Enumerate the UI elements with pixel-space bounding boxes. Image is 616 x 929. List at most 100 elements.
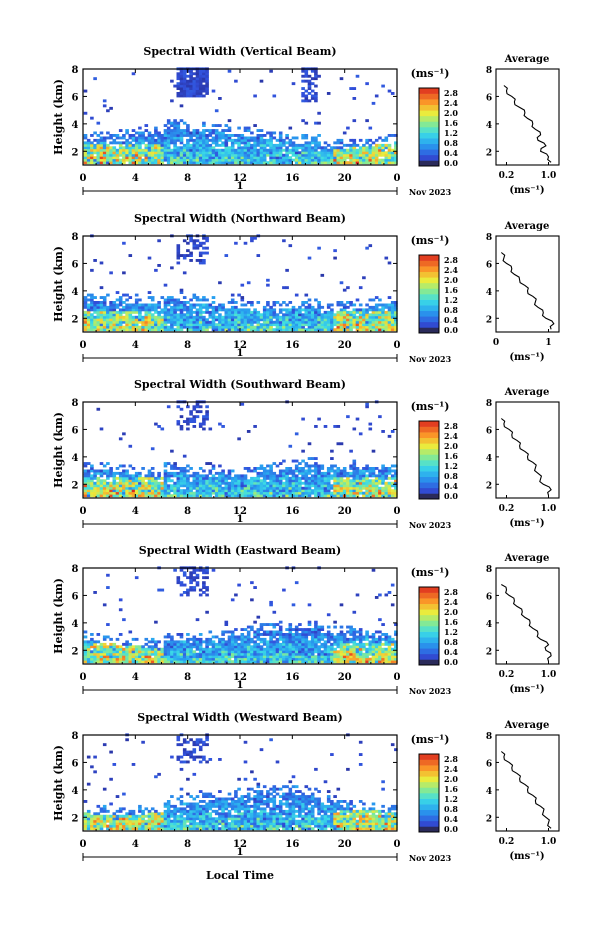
heatmap-cell: [144, 657, 149, 661]
heatmap-cell: [307, 303, 312, 307]
heatmap-cell: [182, 454, 187, 458]
heatmap-cell: [166, 647, 171, 651]
heatmap-cell: [221, 642, 225, 646]
heatmap-cell: [381, 633, 385, 636]
heatmap-cell: [182, 420, 187, 423]
heatmap-cell: [192, 129, 197, 132]
heatmap-cell: [269, 143, 273, 147]
heatmap-cell: [186, 481, 190, 485]
heatmap-cell: [259, 479, 264, 483]
heatmap-cell: [266, 484, 270, 488]
heatmap-cell: [118, 479, 123, 483]
heatmap-cell: [122, 271, 126, 275]
heatmap-cell: [250, 158, 254, 162]
heatmap-cell: [202, 296, 206, 299]
heatmap-cell: [147, 325, 152, 329]
heatmap-cell: [186, 143, 190, 147]
heatmap-cell: [221, 308, 225, 312]
heatmap-cell: [314, 471, 318, 475]
heatmap-cell: [246, 640, 251, 644]
heatmap-cell: [266, 303, 270, 307]
heatmap-cell: [387, 642, 392, 646]
heatmap-cell: [112, 325, 117, 329]
heatmap-cell: [154, 476, 158, 480]
heatmap-cell: [301, 320, 305, 324]
y-axis-label: Height (km): [52, 412, 65, 488]
heatmap-cell: [163, 315, 168, 319]
heatmap-cell: [144, 328, 149, 332]
heatmap-cell: [294, 660, 299, 664]
heatmap-cell: [256, 161, 261, 165]
heatmap-cell: [253, 491, 257, 495]
heatmap-cell: [83, 89, 88, 93]
heatmap-cell: [365, 161, 369, 165]
heatmap-cell: [227, 660, 232, 664]
heatmap-cell: [118, 657, 123, 661]
heatmap-cell: [163, 462, 168, 465]
heatmap-cell: [176, 422, 181, 426]
heatmap-cell: [262, 320, 267, 324]
heatmap-cell: [86, 323, 91, 327]
heatmap-cell: [253, 635, 257, 639]
heatmap-cell: [269, 131, 273, 135]
heatmap-cell: [384, 323, 389, 327]
heatmap-cell: [189, 313, 193, 317]
heatmap-cell: [390, 489, 395, 493]
heatmap-cell: [259, 625, 264, 629]
heatmap-cell: [202, 143, 206, 147]
heatmap-cell: [326, 630, 331, 634]
heatmap-cell: [182, 652, 187, 656]
heatmap-cell: [278, 471, 283, 475]
heatmap-cell: [202, 422, 206, 426]
heatmap-cell: [266, 283, 270, 287]
heatmap-cell: [179, 645, 184, 649]
heatmap-cell: [374, 596, 379, 599]
heatmap-cell: [307, 486, 312, 490]
heatmap-cell: [192, 89, 197, 93]
heatmap-cell: [285, 308, 289, 312]
heatmap-cell: [374, 151, 379, 155]
heatmap-cell: [394, 494, 398, 498]
heatmap-cell: [90, 313, 94, 317]
heatmap-cell: [384, 489, 389, 493]
heatmap-cell: [317, 484, 321, 488]
heatmap-cell: [288, 141, 293, 145]
heatmap-cell: [102, 655, 107, 659]
heatmap-cell: [182, 642, 187, 646]
heatmap-cell: [378, 153, 382, 157]
heatmap-cell: [179, 161, 184, 165]
heatmap-cell: [301, 146, 305, 150]
heatmap-cell: [246, 660, 251, 664]
heatmap-cell: [192, 323, 197, 327]
heatmap-cell: [314, 77, 318, 81]
heatmap-cell: [310, 310, 315, 314]
heatmap-cell: [317, 645, 321, 649]
heatmap-cell: [138, 489, 142, 493]
heatmap-cell: [336, 328, 341, 332]
heatmap-cell: [211, 310, 216, 314]
heatmap-cell: [294, 476, 299, 480]
heatmap-cell: [118, 313, 123, 317]
colorbar-tick-label: 0.8: [444, 471, 458, 481]
heatmap-cell: [150, 156, 155, 160]
heatmap-cell: [346, 415, 350, 419]
heatmap-cell: [176, 467, 181, 470]
heatmap-cell: [387, 305, 392, 309]
heatmap-cell: [243, 484, 248, 488]
heatmap-cell: [256, 491, 261, 495]
heatmap-cell: [384, 635, 389, 639]
heatmap-cell: [294, 325, 299, 329]
heatmap-cell: [198, 161, 203, 165]
heatmap-cell: [352, 652, 357, 656]
heatmap-cell: [346, 476, 350, 480]
heatmap-cell: [166, 134, 171, 137]
heatmap-cell: [208, 462, 213, 465]
heatmap-cell: [214, 134, 219, 137]
heatmap-cell: [269, 136, 273, 140]
heatmap-cell: [96, 328, 101, 332]
heatmap-cell: [307, 158, 312, 162]
heatmap-cell: [112, 320, 117, 324]
heatmap-cell: [93, 131, 97, 135]
heatmap-cell: [310, 328, 315, 332]
heatmap-cell: [355, 630, 360, 634]
